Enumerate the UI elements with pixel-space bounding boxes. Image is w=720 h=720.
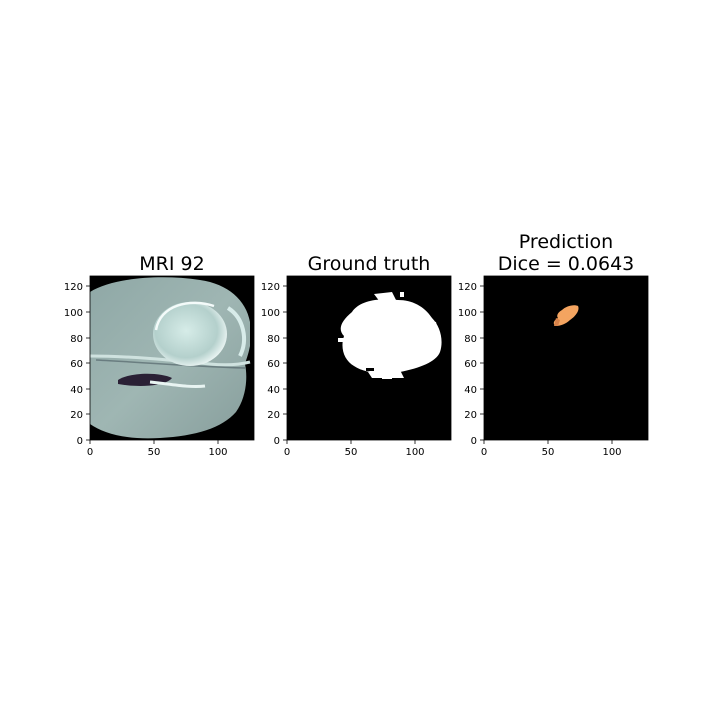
x-tick-label: 0 [284,447,290,458]
panel-ground-truth: Ground truth 0 50 100 [261,253,452,458]
y-tick-label: 20 [267,410,280,421]
y-tick-label: 120 [64,282,83,293]
y-tick-label: 120 [261,282,280,293]
y-tick-label: 100 [261,308,280,319]
x-axis-ground-truth: 0 50 100 [284,440,425,458]
panel-mri: MRI 92 0 50 100 [64,253,255,458]
y-tick-label: 40 [267,385,280,396]
y-tick-label: 0 [77,436,83,447]
panel-prediction: Prediction Dice = 0.0643 0 50 100 0 20 [458,231,649,458]
y-tick-label: 100 [458,308,477,319]
y-tick-label: 40 [70,385,83,396]
ground-truth-image [287,276,451,440]
y-tick-label: 120 [458,282,477,293]
x-tick-label: 50 [148,447,161,458]
x-tick-label: 100 [405,447,424,458]
panel-title-ground-truth: Ground truth [308,253,431,275]
panel-title-mri: MRI 92 [139,253,204,275]
y-tick-label: 20 [464,410,477,421]
panel-title-prediction: Prediction [519,231,613,253]
x-tick-label: 50 [542,447,555,458]
panel-subtitle-dice: Dice = 0.0643 [498,253,635,275]
y-tick-label: 100 [64,308,83,319]
x-tick-label: 0 [481,447,487,458]
mri-image [90,276,254,440]
y-tick-label: 80 [70,334,83,345]
x-axis-mri: 0 50 100 [87,440,228,458]
x-tick-label: 0 [87,447,93,458]
y-tick-label: 0 [274,436,280,447]
y-tick-label: 40 [464,385,477,396]
y-axis-ground-truth: 0 20 40 60 80 100 120 [261,282,287,447]
y-axis-mri: 0 20 40 60 80 100 120 [64,282,90,447]
y-tick-label: 0 [471,436,477,447]
x-axis-prediction: 0 50 100 [481,440,622,458]
x-tick-label: 100 [208,447,227,458]
y-axis-prediction: 0 20 40 60 80 100 120 [458,282,484,447]
y-tick-label: 80 [464,334,477,345]
y-tick-label: 60 [70,359,83,370]
prediction-image [484,276,648,440]
x-tick-label: 100 [602,447,621,458]
y-tick-label: 60 [464,359,477,370]
y-tick-label: 80 [267,334,280,345]
y-tick-label: 60 [267,359,280,370]
x-tick-label: 50 [345,447,358,458]
y-tick-label: 20 [70,410,83,421]
